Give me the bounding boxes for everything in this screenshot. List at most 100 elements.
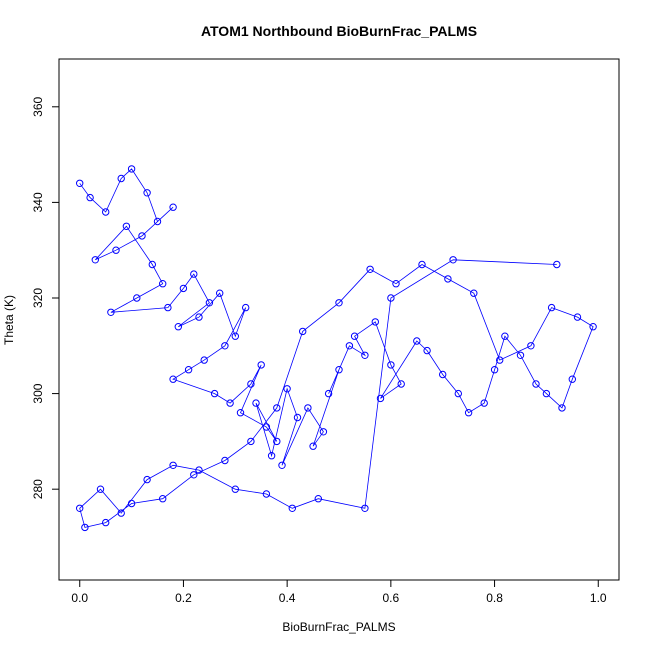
data-point xyxy=(387,361,395,369)
data-point xyxy=(221,456,229,465)
x-tick-label: 0.6 xyxy=(383,591,400,605)
data-point xyxy=(242,303,250,312)
data-point xyxy=(169,375,177,383)
data-point xyxy=(127,165,136,173)
data-point xyxy=(283,385,291,393)
data-point xyxy=(81,523,89,532)
data-point xyxy=(102,518,110,527)
data-point xyxy=(324,389,333,398)
data-point xyxy=(169,461,177,469)
chart-title: ATOM1 Northbound BioBurnFrac_PALMS xyxy=(201,23,477,39)
data-point xyxy=(76,504,84,512)
data-point xyxy=(527,342,535,350)
data-point xyxy=(589,323,597,331)
data-point xyxy=(553,260,561,269)
y-tick-label: 360 xyxy=(31,96,45,116)
y-tick-label: 300 xyxy=(31,383,45,403)
data-point xyxy=(117,174,125,183)
x-tick-label: 0.8 xyxy=(486,591,503,605)
data-point xyxy=(164,303,172,312)
data-point xyxy=(350,332,359,340)
data-point xyxy=(143,475,151,484)
data-point xyxy=(267,452,276,460)
x-tick-label: 1.0 xyxy=(590,591,607,605)
data-point xyxy=(122,222,131,231)
data-point xyxy=(210,389,219,398)
data-point xyxy=(257,361,265,369)
data-point xyxy=(361,504,369,512)
data-point xyxy=(226,399,234,407)
data-point xyxy=(138,232,146,240)
data-point xyxy=(76,179,84,188)
data-point xyxy=(86,193,94,202)
data-point xyxy=(195,313,203,321)
data-point xyxy=(148,260,157,269)
data-point xyxy=(444,275,452,283)
data-point xyxy=(345,342,354,350)
x-axis-label: BioBurnFrac_PALMS xyxy=(282,620,395,634)
data-point xyxy=(501,332,509,340)
data-point xyxy=(454,389,462,398)
x-axis: 0.0 0.2 0.4 0.6 0.8 1.0 xyxy=(71,579,607,605)
data-point xyxy=(449,256,457,264)
data-point xyxy=(252,399,260,407)
data-point xyxy=(205,299,214,307)
data-point xyxy=(464,409,473,417)
data-point xyxy=(184,366,193,374)
series-layer xyxy=(76,165,597,532)
data-point xyxy=(532,380,540,388)
data-point xyxy=(247,380,255,388)
data-point xyxy=(423,346,431,355)
data-point xyxy=(490,366,499,374)
data-point xyxy=(153,217,162,226)
data-point xyxy=(288,504,296,512)
data-point xyxy=(568,375,576,383)
data-point xyxy=(231,485,240,493)
data-point xyxy=(200,356,208,364)
data-point xyxy=(335,366,343,374)
data-point xyxy=(174,323,183,331)
data-point xyxy=(387,294,395,302)
data-point xyxy=(236,409,245,417)
data-point xyxy=(397,380,405,388)
data-point xyxy=(96,485,105,493)
data-point xyxy=(278,461,286,469)
data-point xyxy=(573,313,582,321)
x-tick-label: 0.2 xyxy=(175,591,192,605)
y-tick-label: 320 xyxy=(31,288,45,308)
x-tick-label: 0.4 xyxy=(279,591,296,605)
data-point xyxy=(127,499,136,508)
data-point xyxy=(190,471,198,479)
data-point xyxy=(470,289,478,297)
data-point xyxy=(221,342,229,350)
series-line xyxy=(79,168,594,528)
data-point xyxy=(143,189,151,197)
data-point xyxy=(169,203,177,211)
data-point xyxy=(262,490,271,498)
data-point xyxy=(366,265,374,273)
data-point xyxy=(262,423,271,431)
data-point xyxy=(216,289,224,297)
data-point xyxy=(304,404,312,412)
data-point xyxy=(314,495,322,503)
y-axis-label: Theta (K) xyxy=(2,295,16,345)
data-point xyxy=(107,308,115,316)
data-point xyxy=(273,437,281,446)
data-point xyxy=(480,399,488,407)
data-point xyxy=(293,413,302,422)
data-point xyxy=(117,509,125,517)
data-point xyxy=(496,356,504,364)
data-point xyxy=(299,327,307,336)
data-point xyxy=(159,280,167,288)
data-point xyxy=(542,389,551,398)
data-point xyxy=(439,370,447,379)
data-point xyxy=(195,466,203,474)
data-point xyxy=(361,351,369,359)
y-axis: 280 300 320 340 360 xyxy=(31,96,60,499)
data-point xyxy=(413,337,421,345)
data-point xyxy=(179,284,188,293)
data-point xyxy=(190,270,198,278)
